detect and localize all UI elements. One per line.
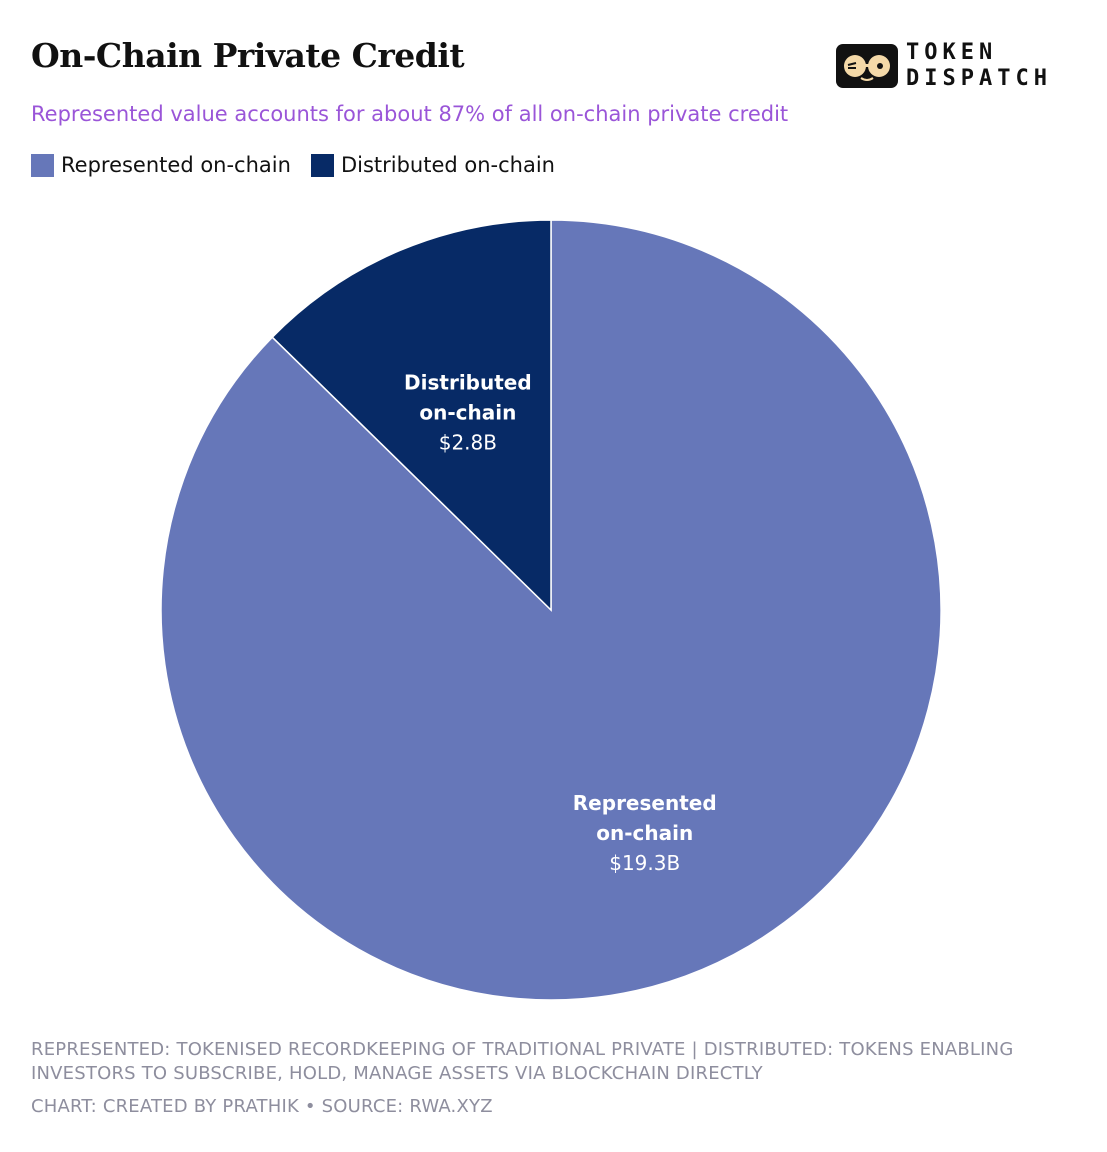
legend-item-distributed: Distributed on-chain: [310, 153, 555, 177]
pie-slice-distributed-name-line: on-chain: [419, 400, 516, 424]
eyes-glasses-icon: [836, 44, 898, 88]
legend-label-distributed: Distributed on-chain: [340, 153, 555, 177]
legend-swatch-distributed: [310, 153, 334, 177]
pie-slice-distributed: [271, 219, 552, 612]
pie-slice-distributed-label: Distributed on-chain $2.8B: [404, 370, 532, 454]
pie-slice-represented-name-line: Represented: [573, 791, 717, 815]
pie-slice-represented-label: Represented on-chain $19.3B: [573, 791, 717, 875]
pie-slice-represented-name-line: on-chain: [596, 821, 693, 845]
logo-wordmark: TOKEN DISPATCH: [906, 40, 1052, 92]
chart-title: On-Chain Private Credit: [31, 36, 465, 75]
chart-legend: Represented on-chain Distributed on-chai…: [31, 153, 575, 177]
legend-label-represented: Represented on-chain: [61, 153, 291, 177]
legend-swatch-represented: [31, 153, 54, 177]
token-dispatch-logo: TOKEN DISPATCH: [836, 40, 1086, 92]
pie-slice-distributed-value: $2.8B: [439, 430, 497, 454]
chart-subtitle: Represented value accounts for about 87%…: [31, 102, 789, 126]
logo-line-2: DISPATCH: [906, 66, 1052, 91]
footer-definitions: REPRESENTED: TOKENISED RECORDKEEPING OF …: [31, 1039, 1014, 1084]
footer-credit: CHART: CREATED BY PRATHIK • SOURCE: RWA.…: [31, 1096, 493, 1117]
legend-item-represented: Represented on-chain: [31, 153, 291, 177]
logo-line-1: TOKEN: [906, 40, 998, 65]
pie-slice-represented-value: $19.3B: [609, 851, 680, 875]
pie-slice-distributed-name-line: Distributed: [404, 370, 532, 394]
